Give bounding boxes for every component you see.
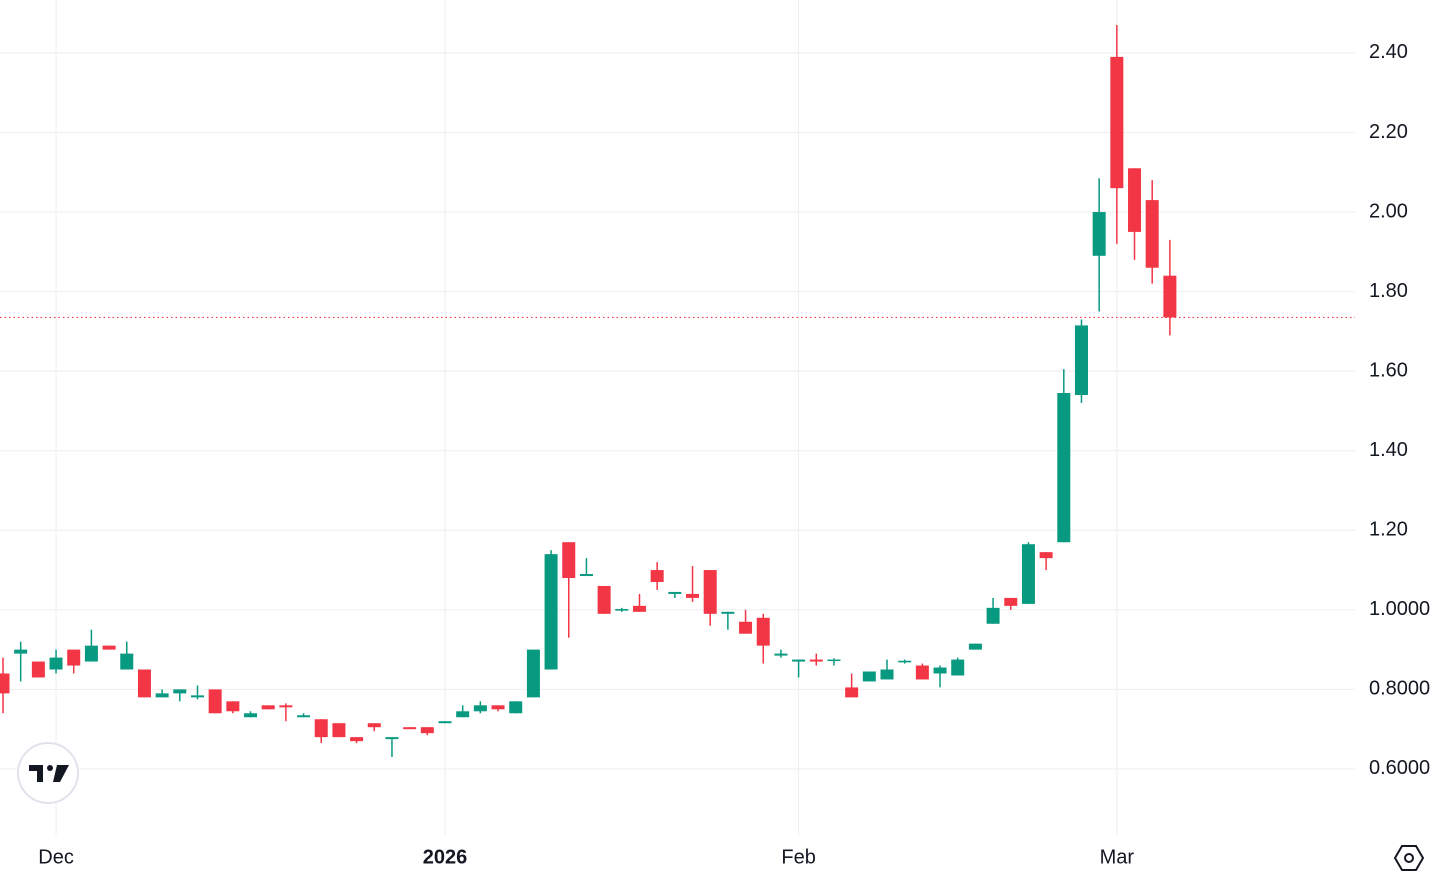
candle-body xyxy=(261,705,275,710)
candle-body xyxy=(456,711,470,718)
candle-body xyxy=(102,645,116,650)
candle-body xyxy=(297,715,311,718)
candle-body xyxy=(0,673,10,694)
x-tick-label: Feb xyxy=(781,846,815,868)
candle-body xyxy=(350,737,364,742)
y-tick-label: 1.20 xyxy=(1369,519,1408,541)
candle-body xyxy=(615,609,629,611)
candle-body xyxy=(14,649,28,654)
candle-body xyxy=(880,669,894,680)
candle-body xyxy=(84,645,98,662)
candle-body xyxy=(226,701,240,712)
candle-body xyxy=(1128,168,1142,232)
candle-body xyxy=(244,713,258,718)
candle-body xyxy=(968,643,982,650)
candle-body xyxy=(562,542,576,579)
candle-body xyxy=(49,657,63,670)
candle-body xyxy=(986,607,1000,624)
logo-dot[interactable] xyxy=(47,765,53,771)
candle-body xyxy=(155,693,169,698)
candle-body xyxy=(809,659,823,662)
candle-body xyxy=(526,649,540,698)
x-tick-label: 2026 xyxy=(423,846,468,868)
candle-body xyxy=(1039,552,1053,559)
candle-body xyxy=(279,705,293,708)
logo[interactable] xyxy=(17,742,79,804)
candle-body xyxy=(314,719,328,738)
y-tick-label: 2.00 xyxy=(1369,200,1408,222)
candle-body xyxy=(367,723,381,728)
candle-body xyxy=(579,574,593,577)
candle-body xyxy=(385,737,399,740)
candle-body xyxy=(898,660,912,663)
y-tick-label: 0.8000 xyxy=(1369,678,1430,700)
x-tick-label: Dec xyxy=(38,846,74,868)
candle-body xyxy=(332,723,346,738)
candle-body xyxy=(1057,393,1071,543)
settings-button[interactable] xyxy=(1393,845,1425,871)
candle-body xyxy=(632,605,646,612)
marks-layer xyxy=(0,25,1355,758)
y-tick-label: 0.6000 xyxy=(1369,757,1430,779)
candle-body xyxy=(686,593,700,598)
candle-body xyxy=(509,701,523,714)
candle-body xyxy=(721,611,735,614)
candle-body xyxy=(403,727,417,730)
candle-body xyxy=(1074,325,1088,396)
y-tick-label: 1.40 xyxy=(1369,439,1408,461)
candle-body xyxy=(208,689,222,714)
candle-body xyxy=(420,727,434,734)
candle-body xyxy=(951,659,965,676)
candle-body xyxy=(31,661,45,678)
candle-body xyxy=(703,570,717,614)
candle-body xyxy=(1145,200,1159,268)
y-tick-label: 1.60 xyxy=(1369,359,1408,381)
candle-body xyxy=(827,659,841,662)
candle-body xyxy=(933,667,947,674)
y-tick-label: 1.80 xyxy=(1369,280,1408,302)
candle-body xyxy=(1163,275,1177,318)
settings-icon[interactable] xyxy=(1393,845,1425,871)
candle-body xyxy=(915,665,929,680)
candle-body xyxy=(774,653,788,656)
y-tick-label: 1.0000 xyxy=(1369,598,1430,620)
candle-body xyxy=(739,621,753,634)
candle-body xyxy=(1004,597,1018,606)
candle-body xyxy=(137,669,151,698)
candle-body xyxy=(491,705,505,710)
candle-body xyxy=(120,653,134,670)
candle-body xyxy=(544,554,558,670)
y-tick-label: 2.40 xyxy=(1369,41,1408,63)
candle-body xyxy=(668,591,682,594)
candle-body xyxy=(173,689,187,694)
candle-body xyxy=(1021,544,1035,604)
candle-body xyxy=(792,659,806,662)
logo-mark[interactable] xyxy=(29,765,43,782)
candle-body xyxy=(597,585,611,614)
candle-body xyxy=(438,721,452,724)
y-tick-label: 2.20 xyxy=(1369,121,1408,143)
candle-body xyxy=(67,649,81,666)
candle-body xyxy=(756,617,770,646)
candle-body xyxy=(190,695,204,698)
candle-body xyxy=(650,570,664,582)
logo-circle[interactable] xyxy=(17,742,79,804)
logo-mark[interactable] xyxy=(53,765,69,782)
candle-body xyxy=(862,671,876,682)
settings-icon[interactable] xyxy=(1404,853,1414,863)
candle-body xyxy=(1110,56,1124,189)
x-tick-label: Mar xyxy=(1100,846,1135,868)
grid-layer xyxy=(0,0,1355,835)
candle-body xyxy=(473,705,487,712)
candle-body xyxy=(845,687,859,698)
candle-body xyxy=(1092,212,1106,256)
